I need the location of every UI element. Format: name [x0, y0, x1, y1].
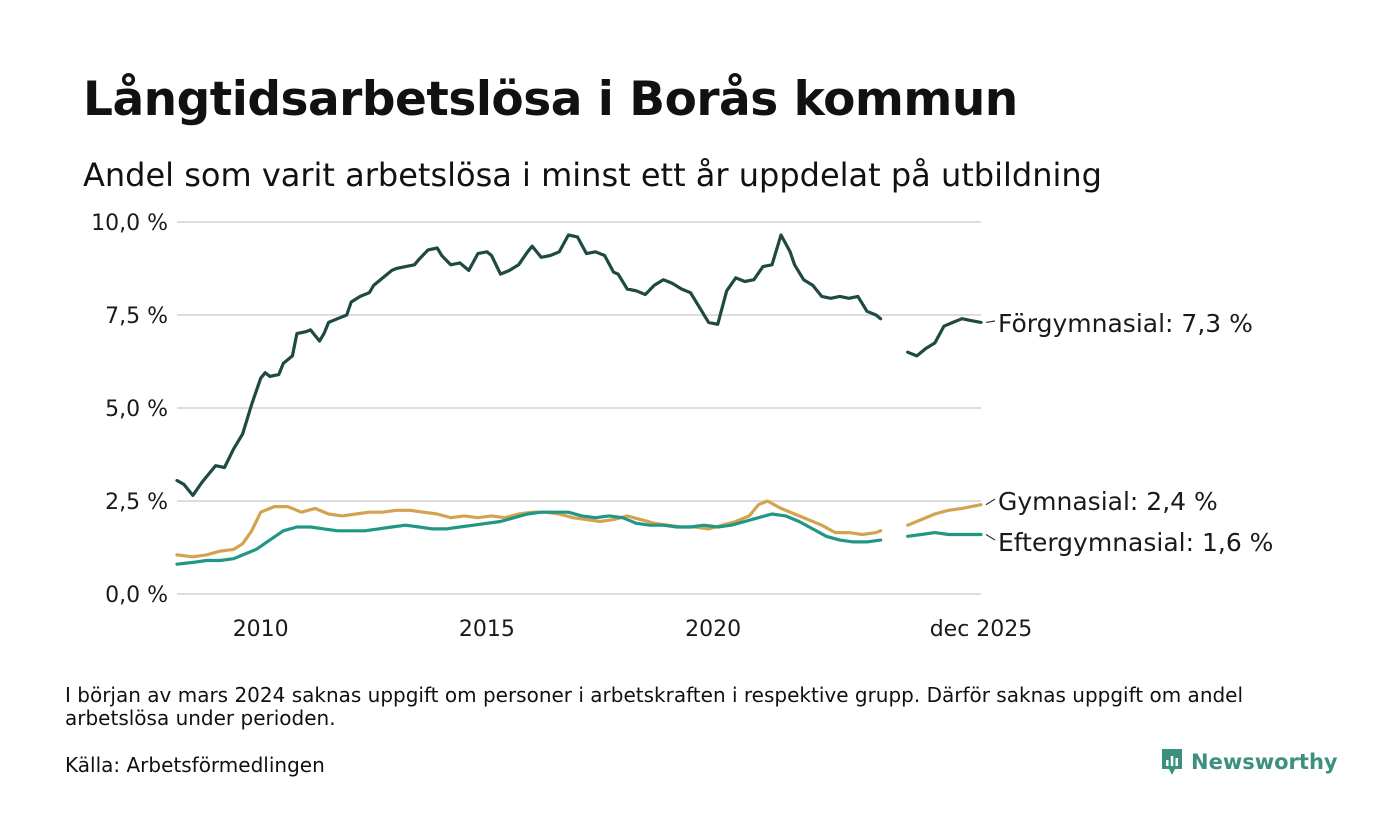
series-line-eftergymnasial	[906, 531, 983, 538]
y-tick-label: 2,5 %	[105, 490, 168, 515]
series-line-gymnasial	[175, 499, 883, 559]
end-label-leader	[985, 320, 996, 324]
y-tick-label: 5,0 %	[105, 397, 168, 422]
end-label-eftergymnasial: Eftergymnasial: 1,6 %	[998, 528, 1273, 557]
newsworthy-logo[interactable]: Newsworthy	[1160, 747, 1338, 777]
end-label-leader	[985, 498, 996, 506]
line-chart: 0,0 % 2,5 % 5,0 % 7,5 % 10,0 % 2010 2015 2020 d…	[91, 211, 1273, 642]
end-labels: Förgymnasial: 7,3 % Gymnasial: 2,4 % Efter…	[985, 309, 1273, 557]
y-tick-label: 0,0 %	[105, 583, 168, 608]
series-line-forgymnasial	[175, 233, 883, 497]
x-tick-label: 2020	[685, 617, 741, 642]
newsworthy-logo-icon	[1162, 749, 1182, 775]
footnote: I början av mars 2024 saknas uppgift om …	[65, 683, 1244, 730]
gridlines	[177, 221, 981, 595]
chart-subtitle: Andel som varit arbetslösa i minst ett å…	[83, 156, 1102, 194]
series-line-gymnasial	[906, 503, 983, 527]
y-tick-label: 7,5 %	[105, 304, 168, 329]
x-tick-label: dec 2025	[930, 617, 1033, 642]
end-label-forgymnasial: Förgymnasial: 7,3 %	[998, 309, 1253, 338]
chart-title: Långtidsarbetslösa i Borås kommun	[83, 72, 1018, 127]
brand-name: Newsworthy	[1191, 750, 1338, 774]
end-label-gymnasial: Gymnasial: 2,4 %	[998, 487, 1218, 516]
y-axis-ticks: 0,0 % 2,5 % 5,0 % 7,5 % 10,0 %	[91, 211, 168, 608]
x-axis-ticks: 2010 2015 2020 dec 2025	[233, 617, 1033, 642]
series-lines	[175, 233, 983, 566]
end-label-leader	[985, 533, 996, 541]
series-line-eftergymnasial	[175, 510, 883, 566]
x-tick-label: 2015	[459, 617, 515, 642]
source-text: Källa: Arbetsförmedlingen	[65, 753, 325, 777]
x-tick-label: 2010	[233, 617, 289, 642]
y-tick-label: 10,0 %	[91, 211, 168, 236]
series-line-forgymnasial	[906, 317, 983, 358]
